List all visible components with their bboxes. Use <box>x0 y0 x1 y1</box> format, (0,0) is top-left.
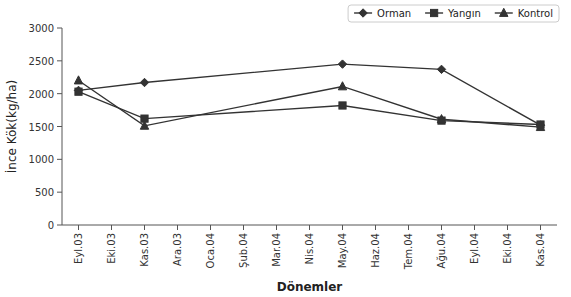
x-tick-label: Haz.04 <box>370 233 381 268</box>
x-tick <box>375 225 376 230</box>
x-tick <box>144 225 145 230</box>
point-marker <box>140 121 148 129</box>
x-tick <box>210 225 211 230</box>
legend-item: Kontrol <box>495 8 553 19</box>
legend-box <box>348 5 559 22</box>
y-tick <box>57 126 62 127</box>
point-marker <box>437 115 445 123</box>
point-marker <box>75 88 82 95</box>
series-line <box>79 81 541 128</box>
y-tick <box>57 159 62 160</box>
y-tick <box>57 192 62 193</box>
legend-swatch-marker <box>359 9 367 17</box>
x-tick-label: Kas.03 <box>139 233 150 267</box>
y-tick-label: 1000 <box>29 154 54 165</box>
series-line <box>79 92 541 125</box>
x-tick <box>309 225 310 230</box>
chart: 0 500 1000 1500 2000 2500 3000 Eyl.03 Eki.03 Kas.… <box>0 0 571 297</box>
x-tick <box>408 225 409 230</box>
y-tick-label: 500 <box>35 187 54 198</box>
x-axis-label: Dönemler <box>277 280 343 294</box>
y-axis-label: İnce Kök(kg/ha) <box>4 80 19 173</box>
legend-item: Yangın <box>425 8 481 19</box>
x-tick <box>441 225 442 230</box>
x-tick <box>177 225 178 230</box>
x-tick-label: Oca.04 <box>205 233 216 268</box>
point-marker <box>74 76 82 84</box>
x-tick <box>243 225 244 230</box>
point-marker <box>536 122 544 130</box>
y-tick <box>57 28 62 29</box>
x-tick <box>507 225 508 230</box>
point-marker <box>74 86 82 94</box>
x-tick-label: Eki.03 <box>106 233 117 264</box>
x-tick <box>276 225 277 230</box>
plot-area <box>74 60 544 131</box>
point-marker <box>140 78 148 86</box>
point-marker <box>339 102 346 109</box>
x-tick <box>474 225 475 230</box>
chart-container: 0 500 1000 1500 2000 2500 3000 Eyl.03 Eki.03 Kas.… <box>0 0 571 297</box>
x-tick <box>78 225 79 230</box>
x-tick-label: Eki.04 <box>502 233 513 264</box>
y-tick <box>57 60 62 61</box>
point-marker <box>437 65 445 73</box>
x-tick-label: Tem.04 <box>403 233 414 270</box>
legend-item: Orman <box>354 8 411 19</box>
series-line <box>79 64 541 125</box>
y-tick-label: 2000 <box>29 89 54 100</box>
x-tick-label: Mar.04 <box>271 233 282 267</box>
y-tick-label: 2500 <box>29 56 54 67</box>
x-tick-label: Kas.04 <box>535 233 546 267</box>
x-tick <box>540 225 541 230</box>
legend-label: Yangın <box>447 8 481 19</box>
x-tick-label: Şub.04 <box>238 233 249 268</box>
point-marker <box>338 82 346 90</box>
y-tick-label: 1500 <box>29 122 54 133</box>
legend-swatch-marker <box>430 9 437 16</box>
x-tick-label: Ağu.04 <box>436 233 447 268</box>
point-marker <box>338 60 346 68</box>
x-tick-label: Nis.04 <box>304 233 315 264</box>
x-tick <box>111 225 112 230</box>
x-tick-label: Eyl.04 <box>469 233 480 264</box>
y-tick <box>57 225 62 226</box>
legend: Orman Yangın Kontrol <box>348 5 559 22</box>
y-tick <box>57 93 62 94</box>
legend-label: Kontrol <box>518 8 553 19</box>
x-tick <box>342 225 343 230</box>
x-tick-label: Eyl.03 <box>73 233 84 264</box>
y-tick-label: 0 <box>48 220 54 231</box>
legend-label: Orman <box>377 8 411 19</box>
x-tick-label: May.04 <box>337 233 348 268</box>
x-tick-label: Ara.03 <box>172 233 183 266</box>
y-tick-label: 3000 <box>29 23 54 34</box>
legend-swatch-marker <box>500 8 508 16</box>
